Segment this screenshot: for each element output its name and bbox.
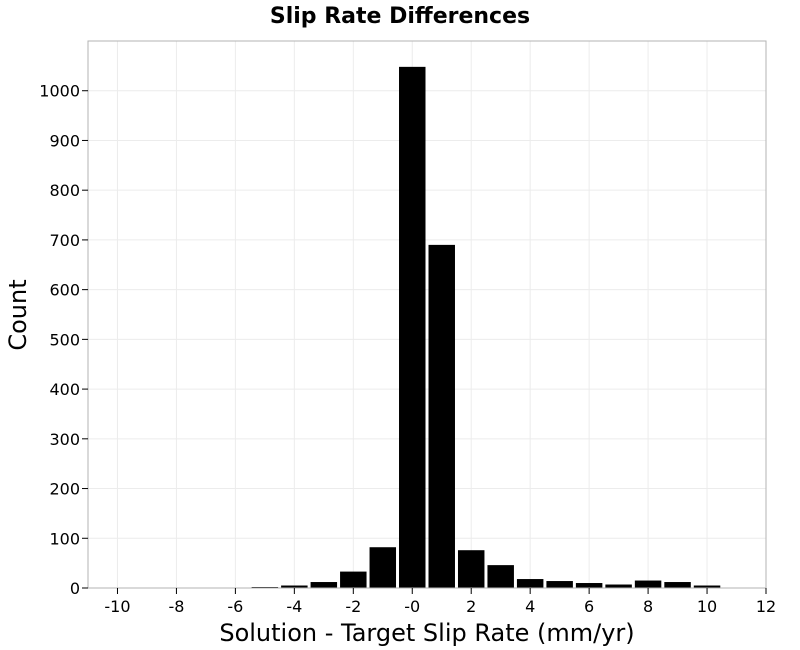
y-axis-label: Count — [4, 279, 32, 350]
y-tick-label: 0 — [70, 579, 80, 598]
chart-title: Slip Rate Differences — [270, 4, 530, 29]
x-tick-label: 10 — [697, 597, 717, 616]
y-tick-label: 1000 — [39, 82, 80, 101]
histogram-bar — [428, 244, 455, 588]
y-tick-label: 700 — [49, 231, 80, 250]
y-tick-label: 400 — [49, 380, 80, 399]
x-tick-label: -2 — [345, 597, 361, 616]
histogram-bar — [664, 582, 691, 588]
x-tick-label: 8 — [643, 597, 653, 616]
axis-ticks: 0 100 200 300 400 500 600 700 800 900 1000 -10 -8 -6 -… — [39, 82, 776, 616]
y-tick-label: 600 — [49, 281, 80, 300]
x-tick-label: -6 — [227, 597, 243, 616]
histogram-bar — [605, 584, 632, 588]
x-tick-label: 12 — [756, 597, 776, 616]
y-tick-label: 300 — [49, 430, 80, 449]
y-tick-label: 200 — [49, 480, 80, 499]
histogram-bar — [575, 583, 603, 588]
histogram-bar — [281, 585, 308, 588]
histogram-bar — [546, 581, 573, 588]
plot-area — [87, 40, 767, 589]
histogram-bar — [516, 579, 544, 588]
y-tick-label: 900 — [49, 131, 80, 150]
x-tick-label: -0 — [404, 597, 420, 616]
bars — [251, 66, 750, 589]
histogram-bar — [634, 580, 662, 588]
x-tick-label: -8 — [168, 597, 184, 616]
histogram-bar — [399, 66, 426, 589]
x-tick-label: -4 — [286, 597, 302, 616]
histogram-bar — [369, 547, 397, 588]
y-tick-label: 100 — [49, 529, 80, 548]
x-axis-label: Solution - Target Slip Rate (mm/yr) — [219, 619, 634, 647]
x-tick-label: -10 — [104, 597, 130, 616]
grid — [88, 41, 767, 589]
histogram-bar — [310, 582, 338, 588]
y-tick-label: 500 — [49, 330, 80, 349]
histogram-bar — [340, 571, 367, 588]
histogram-bar — [457, 550, 485, 588]
histogram-bar — [693, 585, 721, 588]
x-tick-label: 4 — [525, 597, 535, 616]
histogram-bar — [487, 565, 514, 588]
y-tick-label: 800 — [49, 181, 80, 200]
x-tick-label: 6 — [584, 597, 594, 616]
x-tick-label: 2 — [466, 597, 476, 616]
